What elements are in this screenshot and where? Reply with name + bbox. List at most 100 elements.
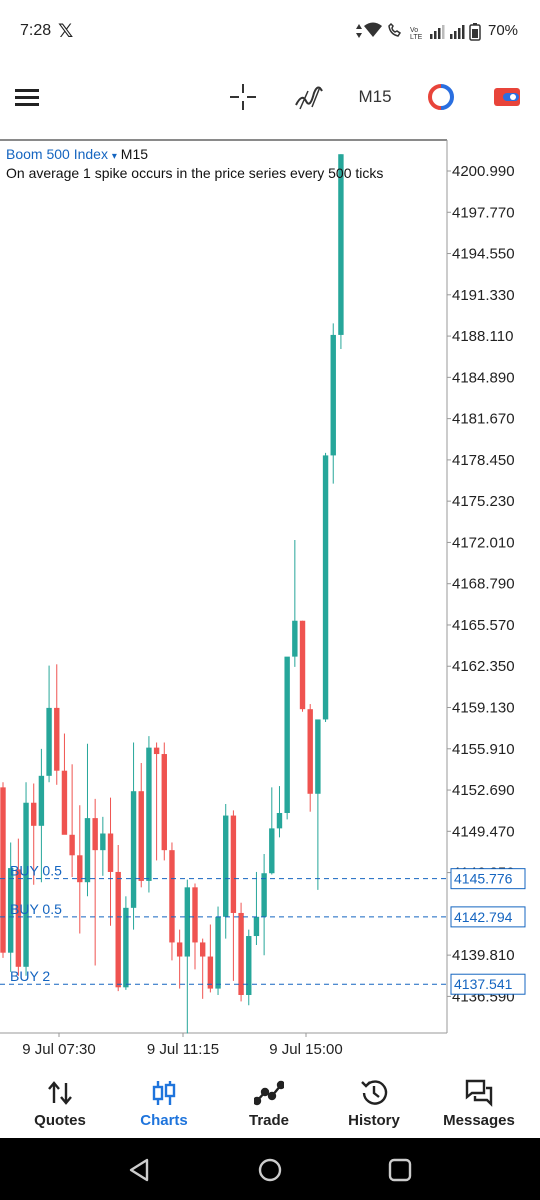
order-price-label: 4145.776 [454, 871, 513, 887]
candle-down [69, 834, 75, 856]
deriv-logo-icon [428, 84, 454, 110]
order-price-box[interactable] [450, 973, 526, 995]
price-tick-label: 4152.690 [452, 782, 515, 799]
tab-messages[interactable]: Messages [427, 1062, 531, 1138]
candle-down [299, 620, 306, 710]
indicators-button[interactable] [286, 62, 332, 132]
signal-icon-2 [450, 25, 465, 39]
hamburger-menu-icon [15, 89, 39, 106]
tab-charts[interactable]: Charts [112, 1062, 216, 1138]
symbol-header[interactable]: Boom 500 Index ▾ M15 [6, 146, 148, 162]
tab-label: Trade [248, 1112, 290, 1129]
symbol-timeframe: M15 [120, 146, 149, 162]
status-time: 7:28 [20, 22, 52, 39]
messages-chat-icon [465, 1079, 493, 1107]
candle-up [253, 916, 260, 937]
candle-down [115, 871, 121, 988]
account-toggle-icon [494, 88, 520, 106]
symbol-name[interactable]: Boom 500 Index [6, 146, 108, 162]
deriv-logo-button[interactable] [418, 62, 464, 132]
tab-history[interactable]: History [322, 1062, 426, 1138]
order-price-label: 4137.541 [454, 976, 513, 992]
time-tick-label: 9 Jul 15:00 [269, 1041, 342, 1058]
tab-label: Messages [443, 1112, 515, 1129]
system-nav-bar [0, 1138, 540, 1200]
price-tick-label: 4165.570 [452, 617, 515, 634]
trade-line-icon [254, 1080, 284, 1106]
data-arrows-icon [356, 24, 362, 38]
candle-up [7, 868, 14, 953]
candle-down [230, 815, 237, 913]
candle-down [192, 887, 198, 943]
price-tick-label: 4172.010 [452, 534, 515, 551]
candle-up [246, 936, 252, 995]
price-tick-label: 4197.770 [452, 204, 515, 221]
home-circle-icon[interactable] [257, 1157, 283, 1183]
candle-up [322, 455, 329, 720]
price-tick-label: 4149.470 [452, 823, 515, 840]
candle-down [0, 787, 6, 953]
candle-down [61, 770, 68, 835]
time-tick-label: 9 Jul 07:30 [22, 1041, 95, 1058]
candle-up [23, 802, 29, 967]
order-line-label[interactable]: BUY 0.5 [10, 863, 62, 879]
tab-label: History [348, 1112, 400, 1129]
history-clock-icon [361, 1080, 388, 1105]
account-button[interactable] [484, 62, 530, 132]
price-tick-label: 4191.330 [452, 287, 515, 304]
candle-up [215, 916, 221, 989]
candle-up [261, 873, 267, 917]
lte-icon: LTE [410, 34, 423, 41]
timeframe-button[interactable]: M15 [348, 62, 402, 132]
candle-down [169, 850, 175, 943]
price-tick-label: 4184.890 [452, 369, 515, 386]
candle-down [238, 912, 244, 995]
candle-down [107, 833, 114, 872]
candle-down [92, 818, 98, 851]
menu-button[interactable] [0, 62, 54, 132]
back-triangle-icon[interactable] [126, 1157, 152, 1183]
tab-quotes[interactable]: Quotes [8, 1062, 112, 1138]
price-tick-label: 4178.450 [452, 452, 515, 469]
order-price-box[interactable] [450, 906, 526, 928]
chart-area[interactable]: 4200.990 4197.770 4194.550 4191.330 4188.110… [0, 137, 540, 1062]
crosshair-button[interactable] [220, 62, 266, 132]
order-price-box[interactable] [450, 868, 526, 890]
candle-down [31, 802, 37, 826]
candle-down [176, 942, 183, 957]
order-line-label[interactable]: BUY 0.5 [10, 901, 62, 917]
timeframe-label: M15 [358, 87, 392, 106]
candle-down [161, 754, 167, 851]
symbol-dropdown-icon[interactable]: ▾ [111, 151, 117, 162]
candle-down [54, 707, 60, 771]
tab-trade[interactable]: Trade [217, 1062, 321, 1138]
order-line-label[interactable]: BUY 2 [10, 968, 50, 984]
candle-up [100, 833, 106, 851]
battery-percent: 70% [488, 22, 519, 39]
price-tick-label: 4162.350 [452, 658, 515, 675]
crosshair-icon [230, 84, 256, 110]
price-tick-label: 4139.810 [452, 947, 515, 964]
candle-up [130, 791, 137, 908]
recents-square-icon[interactable] [387, 1157, 413, 1183]
candle-down [307, 709, 313, 794]
x-logo-icon: 𝕏 [58, 21, 74, 42]
candle-up [146, 747, 152, 881]
price-tick-label: 4168.790 [452, 576, 515, 593]
price-tick-label: 4181.670 [452, 411, 515, 428]
candle-up [330, 334, 336, 456]
bottom-tab-bar: Quotes Charts Trade History Messages [0, 1062, 540, 1138]
candle-up [46, 707, 52, 776]
tab-label: Charts [140, 1112, 188, 1129]
signal-icon-1 [430, 25, 445, 39]
call-icon [388, 22, 402, 37]
price-chart[interactable]: 4200.990 4197.770 4194.550 4191.330 4188.110… [0, 137, 540, 1062]
candle-up [315, 719, 321, 794]
candle-up [269, 828, 275, 874]
price-tick-label: 4194.550 [452, 246, 515, 263]
candle-up [292, 620, 298, 657]
price-tick-label: 4155.910 [452, 741, 515, 758]
symbol-description: On average 1 spike occurs in the price s… [6, 165, 384, 181]
candle-up [38, 775, 45, 826]
candle-up [284, 656, 290, 813]
